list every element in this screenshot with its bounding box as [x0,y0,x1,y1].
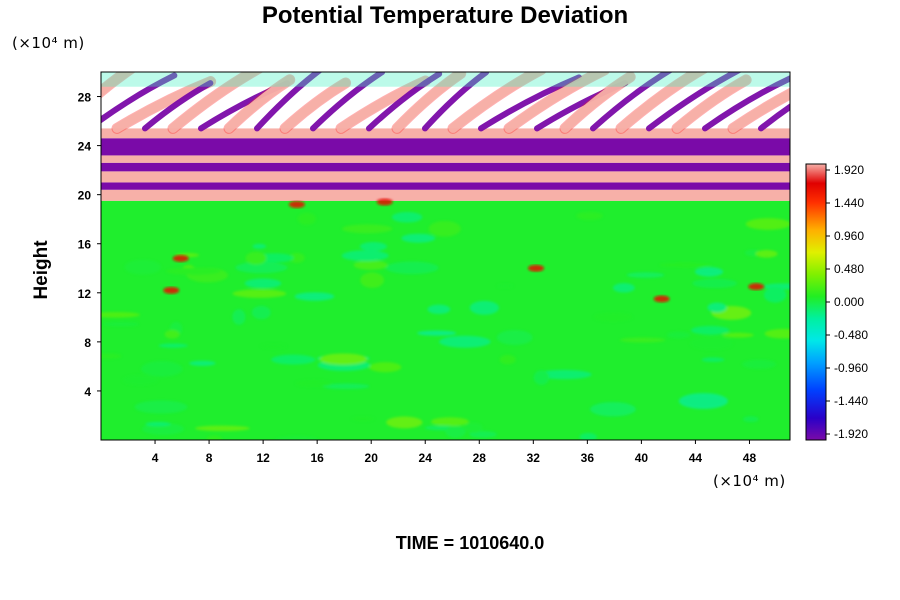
y-tick-label: 20 [78,189,92,203]
anomaly-blob [653,295,670,303]
field-band [101,128,790,139]
anomaly-blob [172,254,189,262]
field-band [101,138,790,156]
plot-frame [100,71,791,441]
field-band [101,182,790,190]
colorbar-tick-label: 0.480 [834,262,864,276]
colorbar-tick-label: -1.920 [834,427,868,441]
y-axis-ticks: 4 8 12 16 20 24 28 [78,91,101,399]
x-tick-label: 36 [581,451,595,465]
colorbar-tick-label: 1.440 [834,196,864,210]
x-tick-label: 16 [310,451,324,465]
field-band [101,189,790,201]
colorbar-tick-label: -0.480 [834,328,868,342]
x-tick-label: 44 [689,451,703,465]
field-band [101,155,790,163]
chart-title: Potential Temperature Deviation [261,2,629,29]
anomaly-blob [376,198,393,206]
x-axis-unit: (×10⁴ m) [713,472,786,490]
anomaly-blob [748,283,765,291]
x-axis-ticks: 4 8 12 16 20 24 28 32 36 40 44 48 [152,440,757,465]
wave-streaks [101,72,790,134]
x-tick-label: 48 [743,451,757,465]
x-tick-label: 12 [256,451,270,465]
y-tick-label: 4 [84,385,91,399]
heatmap-field [101,72,790,440]
x-tick-label: 4 [152,451,159,465]
colorbar-tick-label: -0.960 [834,361,868,375]
anomaly-blob [288,200,305,208]
x-tick-label: 32 [527,451,541,465]
anomaly-blob [163,286,180,294]
colorbar-tick-label: -1.440 [834,394,868,408]
field-band [101,162,790,172]
y-tick-label: 8 [84,336,91,350]
anomaly-blob [528,264,545,272]
field-band [101,200,790,440]
colorbar: 1.920 1.440 0.960 0.480 0.000 -0.480 -0.960 -1.… [805,163,868,441]
x-tick-label: 20 [365,451,379,465]
colorbar-tick-label: 0.960 [834,229,864,243]
field-band [101,171,790,183]
x-tick-label: 28 [473,451,487,465]
x-tick-label: 40 [635,451,649,465]
colorbar-tick-label: 1.920 [834,163,864,177]
y-tick-label: 16 [78,238,92,252]
y-tick-label: 28 [78,91,92,105]
colorbar-gradient [805,163,827,441]
time-label: TIME = 1010640.0 [395,533,545,553]
x-tick-label: 24 [419,451,433,465]
y-tick-label: 12 [78,287,92,301]
colorbar-tick-label: 0.000 [834,295,864,309]
turbulence-texture [101,211,790,440]
y-tick-label: 24 [78,140,92,154]
y-axis-unit: (×10⁴ m) [12,34,85,52]
x-tick-label: 8 [206,451,213,465]
